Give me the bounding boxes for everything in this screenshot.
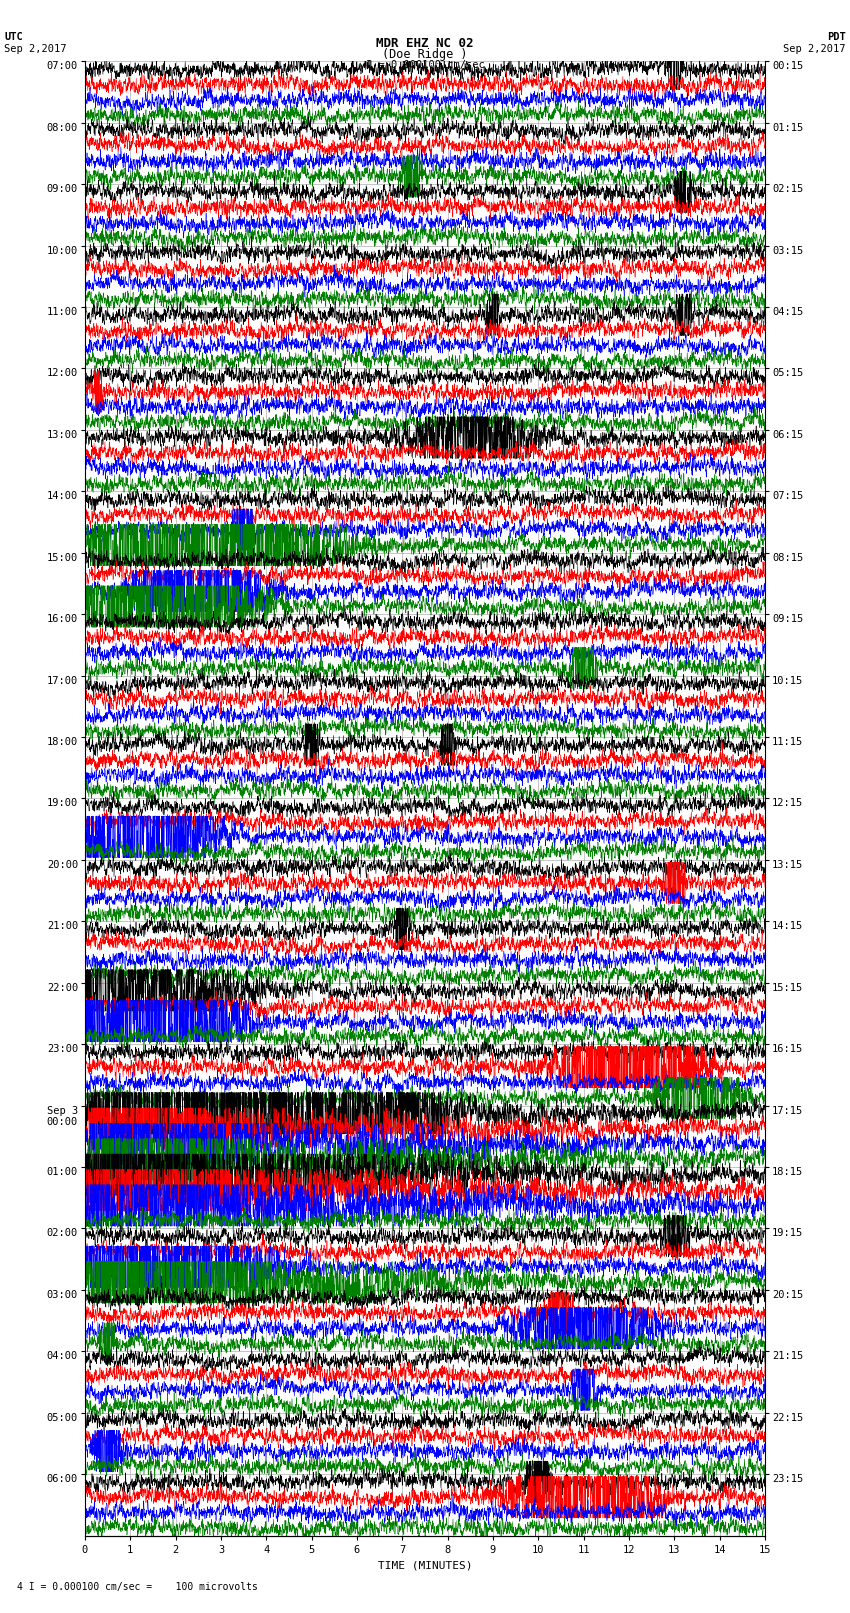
Text: (Doe Ridge ): (Doe Ridge ) [382,48,468,61]
Text: Sep 2,2017: Sep 2,2017 [783,44,846,53]
Text: PDT: PDT [827,32,846,42]
Text: UTC: UTC [4,32,23,42]
Text: MDR EHZ NC 02: MDR EHZ NC 02 [377,37,473,50]
Text: Sep 2,2017: Sep 2,2017 [4,44,67,53]
Text: I = 0.000100 cm/sec: I = 0.000100 cm/sec [366,60,484,69]
Text: 4 I = 0.000100 cm/sec =    100 microvolts: 4 I = 0.000100 cm/sec = 100 microvolts [17,1582,258,1592]
X-axis label: TIME (MINUTES): TIME (MINUTES) [377,1560,473,1569]
